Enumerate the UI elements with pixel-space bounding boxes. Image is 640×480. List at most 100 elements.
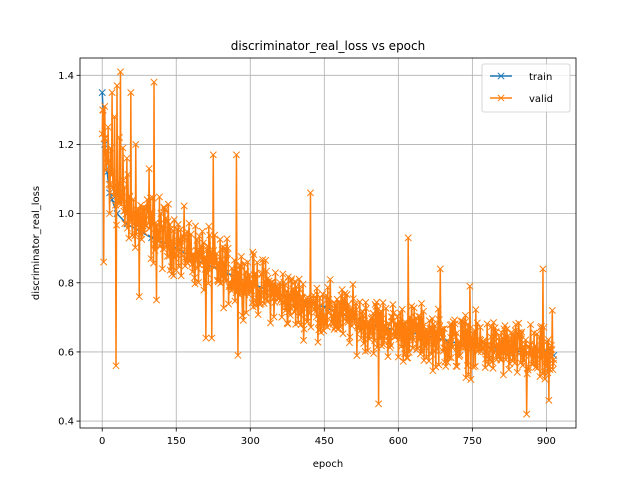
valid-point — [516, 332, 524, 340]
valid-point — [535, 345, 543, 353]
valid-point — [106, 210, 114, 218]
valid-point — [141, 229, 149, 237]
valid-point — [251, 283, 259, 291]
valid-point — [346, 333, 354, 341]
valid-point — [496, 347, 504, 355]
valid-point — [223, 256, 231, 264]
valid-point — [489, 364, 497, 372]
valid-point — [204, 279, 212, 288]
valid-point — [159, 225, 167, 233]
valid-point — [198, 259, 206, 267]
valid-point — [335, 324, 343, 332]
valid-point — [116, 68, 125, 76]
valid-point — [473, 319, 481, 327]
valid-point — [362, 305, 370, 313]
valid-point — [155, 193, 164, 201]
valid-point — [193, 236, 201, 244]
valid-point — [124, 171, 132, 179]
valid-point — [367, 329, 375, 337]
valid-point — [442, 362, 450, 370]
valid-point — [177, 225, 185, 234]
valid-point — [349, 280, 357, 289]
valid-point — [195, 232, 203, 240]
x-tick-label: 450 — [315, 436, 334, 447]
valid-point — [508, 339, 516, 347]
valid-point — [421, 343, 430, 351]
valid-point — [232, 151, 241, 159]
valid-point — [402, 326, 410, 334]
x-axis-label: epoch — [313, 459, 343, 470]
valid-point — [131, 244, 139, 252]
valid-point — [520, 357, 528, 365]
valid-point — [181, 245, 189, 253]
valid-point — [410, 304, 418, 312]
valid-point — [260, 299, 268, 307]
valid-point — [148, 209, 156, 217]
valid-point — [110, 113, 119, 121]
valid-point — [191, 222, 200, 230]
valid-point — [453, 363, 461, 371]
valid-point — [223, 235, 231, 243]
x-tick-label: 150 — [167, 436, 186, 447]
valid-point — [435, 361, 443, 369]
valid-point — [99, 106, 107, 114]
valid-point — [396, 309, 404, 317]
valid-point — [169, 227, 177, 235]
valid-point — [447, 354, 455, 362]
valid-point — [483, 320, 491, 328]
valid-point — [299, 280, 307, 288]
valid-point — [398, 328, 406, 336]
valid-point — [353, 351, 361, 360]
valid-point — [451, 320, 459, 328]
valid-point — [150, 78, 158, 86]
valid-point — [430, 341, 438, 349]
valid-point — [123, 224, 131, 232]
valid-point — [423, 339, 432, 347]
valid-point — [153, 232, 162, 240]
valid-point — [542, 363, 550, 371]
valid-point — [279, 270, 287, 278]
valid-point — [152, 296, 161, 304]
valid-point — [499, 334, 507, 342]
plot-frame — [79, 57, 577, 429]
valid-point — [349, 295, 357, 303]
valid-point — [318, 307, 326, 315]
valid-point — [311, 305, 319, 313]
valid-point — [463, 362, 471, 370]
valid-point — [466, 282, 474, 290]
valid-point — [101, 102, 109, 110]
legend-label-valid: valid — [529, 94, 553, 105]
valid-point — [263, 298, 272, 306]
legend-marker-valid — [497, 94, 505, 102]
valid-point — [164, 200, 172, 208]
valid-point — [209, 151, 217, 159]
valid-point — [377, 342, 386, 350]
valid-point — [414, 335, 422, 343]
valid-point — [180, 202, 188, 210]
valid-point — [165, 239, 173, 247]
valid-point — [249, 248, 257, 256]
valid-point — [286, 311, 294, 319]
valid-point — [242, 309, 250, 317]
valid-point — [133, 211, 141, 219]
valid-point — [266, 292, 274, 300]
valid-point — [158, 265, 166, 273]
valid-point — [151, 246, 159, 254]
legend-entry-train: train — [490, 72, 552, 83]
valid-point — [539, 265, 547, 273]
valid-point — [456, 351, 464, 359]
valid-point — [100, 134, 108, 142]
valid-point — [194, 278, 203, 286]
valid-point — [300, 336, 308, 344]
valid-point — [132, 140, 140, 149]
valid-point — [389, 301, 397, 309]
valid-point — [323, 296, 331, 304]
valid-point — [262, 256, 270, 264]
valid-point — [429, 367, 437, 375]
valid-point — [194, 247, 202, 255]
valid-point — [213, 250, 221, 258]
valid-point — [307, 323, 315, 331]
valid-point — [324, 283, 332, 291]
valid-point — [315, 302, 323, 310]
valid-point — [161, 206, 169, 214]
